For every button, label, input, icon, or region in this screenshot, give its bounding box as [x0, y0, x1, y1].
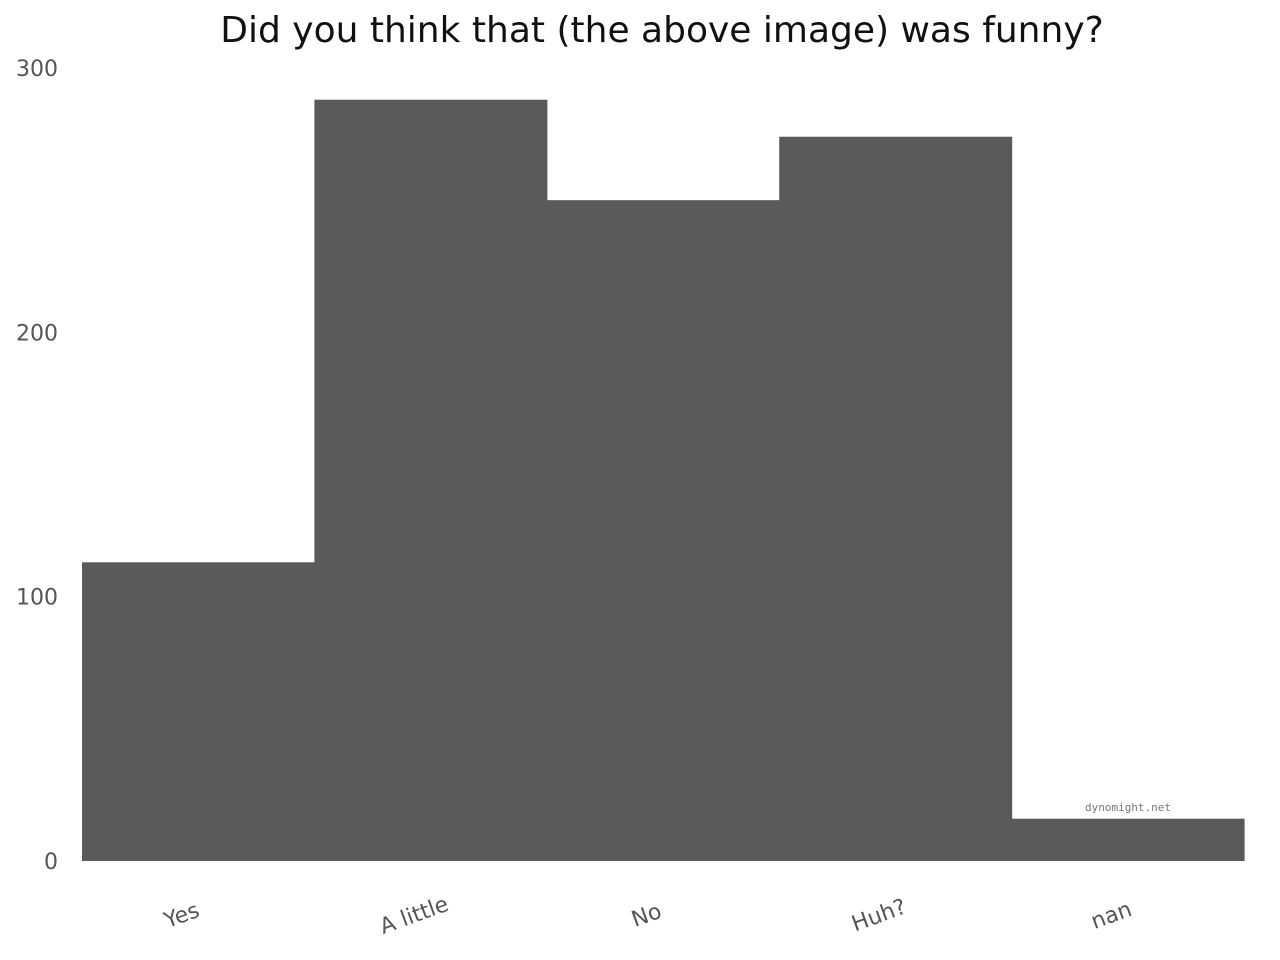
y-tick-label: 300	[16, 57, 58, 82]
x-tick-label: Huh?	[849, 895, 910, 938]
bar-nan	[1011, 818, 1245, 861]
y-axis-ticks: 0 100 200 300	[16, 57, 58, 875]
chart-title: Did you think that (the above image) was…	[220, 10, 1103, 51]
bar-huh	[779, 136, 1013, 862]
watermark: dynomight.net	[1085, 801, 1171, 814]
x-tick-label: nan	[1088, 897, 1135, 935]
y-tick-label: 100	[16, 586, 58, 611]
bars	[82, 99, 1245, 862]
y-tick-label: 0	[44, 850, 58, 875]
x-tick-label: No	[628, 899, 665, 933]
x-tick-label: Yes	[160, 898, 203, 934]
y-tick-label: 200	[16, 321, 58, 346]
bar-yes	[82, 562, 315, 861]
x-axis-labels: Yes A little No Huh? nan	[160, 892, 1135, 940]
bar-a-little	[314, 99, 548, 862]
x-tick-label: A little	[377, 892, 452, 940]
bar-no	[546, 200, 780, 862]
